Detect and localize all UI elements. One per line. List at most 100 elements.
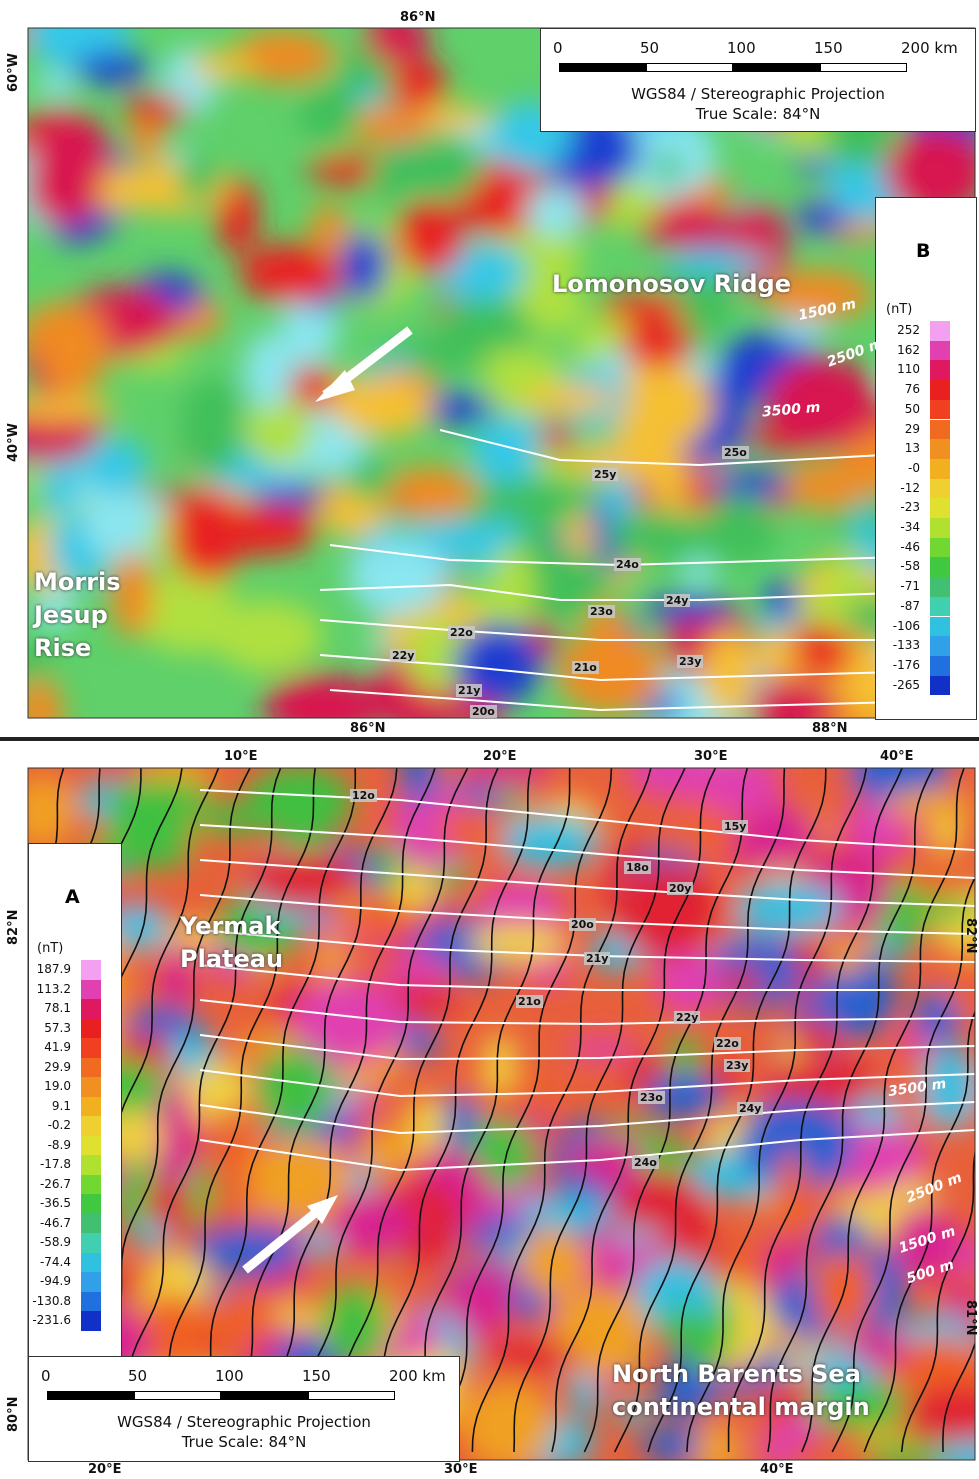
colorbar-swatch [930,400,950,420]
isochron-label: 24y [664,594,690,607]
colorbar-swatch [81,1077,101,1097]
graticule-label: 88°N [812,721,847,736]
colorbar-value: -74.4 [40,1255,71,1269]
anomaly [748,756,781,814]
colorbar-value: -26.7 [40,1177,71,1191]
colorbar-swatch [81,1311,101,1331]
colorbar-swatch [930,360,950,380]
colorbar-value: 76 [905,382,920,396]
graticule-label: 86°N [350,721,385,736]
colorbar-value: 162 [897,343,920,357]
scale-segment [134,1391,221,1400]
colorbar-value: -265 [893,678,920,692]
graticule-label: 40°E [760,1462,793,1477]
isochron-label: 20o [569,918,596,931]
isochron-label: 22y [390,649,416,662]
isochron-label: 22o [714,1037,741,1050]
anomaly [348,541,449,614]
feature-label: Yermak Plateau [180,910,300,976]
anomaly [10,775,75,848]
colorbar-swatch [930,459,950,479]
isochron-label: 21y [584,952,610,965]
isochron-label: 23y [677,655,703,668]
colorbar-unit: (nT) [37,941,63,956]
colorbar-value: -231.6 [32,1313,71,1327]
colorbar-swatch [81,1038,101,1058]
colorbar-swatch [81,1097,101,1117]
colorbar-swatch [930,557,950,577]
graticule-label: 30°E [694,749,727,764]
anomaly [81,438,147,494]
graticule-label: 40°W [6,423,21,462]
colorbar-value: -12 [900,481,920,495]
feature-label: North Barents Sea continental margin [612,1358,912,1424]
graticule-label: 40°E [880,749,913,764]
isochron-label: 21o [572,661,599,674]
anomaly [883,789,977,818]
colorbar-value: -71 [900,579,920,593]
colorbar-swatch [930,380,950,400]
anomaly [253,482,325,506]
colorbar-value: -130.8 [32,1294,71,1308]
colorbar-swatch [81,1155,101,1175]
anomaly [763,1057,881,1107]
scale-tick: 100 [215,1367,244,1385]
isochron-label: 23y [724,1059,750,1072]
anomaly [541,421,572,454]
colorbar-swatch [930,321,950,341]
anomaly [344,459,396,500]
anomaly [765,580,799,620]
colorbar-swatch [81,1136,101,1156]
true-scale-label: True Scale: 84°N [541,105,975,123]
anomaly [190,52,255,80]
feature-label: Morris Jesup Rise [34,566,134,665]
colorbar-swatch [930,617,950,637]
colorbar-value: 29 [905,422,920,436]
anomaly [310,203,347,253]
colorbar-value: 9.1 [52,1099,71,1113]
anomaly [193,1294,278,1342]
anomaly [24,313,107,337]
scale-tick: 200 km [901,39,958,57]
projection-label: WGS84 / Stereographic Projection [29,1413,459,1431]
scale-segment [308,1391,395,1400]
graticule-label: 82°N [6,910,21,945]
anomaly [488,546,534,634]
colorbar-value: 113.2 [37,982,71,996]
scale-segment [733,63,820,72]
anomaly [695,1421,742,1479]
colorbar-swatch [930,636,950,656]
anomaly [239,243,342,303]
scale-tick: 0 [553,39,563,57]
panel-label: B [916,240,930,262]
colorbar-value: -46 [900,540,920,554]
colorbar-value: -17.8 [40,1157,71,1171]
anomaly [723,967,763,998]
colorbar-swatch [81,980,101,1000]
scale-segment [47,1391,134,1400]
colorbar-swatch [930,479,950,499]
isochron-label: 25o [722,446,749,459]
anomaly [501,815,600,868]
anomaly [43,459,79,515]
isochron-label: 22y [674,1011,700,1024]
colorbar-value: -46.7 [40,1216,71,1230]
isochron-label: 18o [624,861,651,874]
colorbar-swatch [930,341,950,361]
isochron-label: 21y [456,684,482,697]
colorbar-value: 57.3 [44,1021,71,1035]
colorbar-swatch [81,1233,101,1253]
isochron-label: 24o [614,558,641,571]
colorbar-swatch [930,676,950,696]
anomaly [526,187,585,237]
anomaly [244,333,293,409]
scale-tick: 50 [128,1367,147,1385]
true-scale-label: True Scale: 84°N [29,1433,459,1451]
colorbar-swatch [81,1175,101,1195]
isochron-label: 12o [350,789,377,802]
anomaly [273,685,321,727]
isochron-label: 24o [632,1156,659,1169]
scale-tick: 0 [41,1367,51,1385]
anomaly [401,743,437,805]
scale-segment [646,63,733,72]
